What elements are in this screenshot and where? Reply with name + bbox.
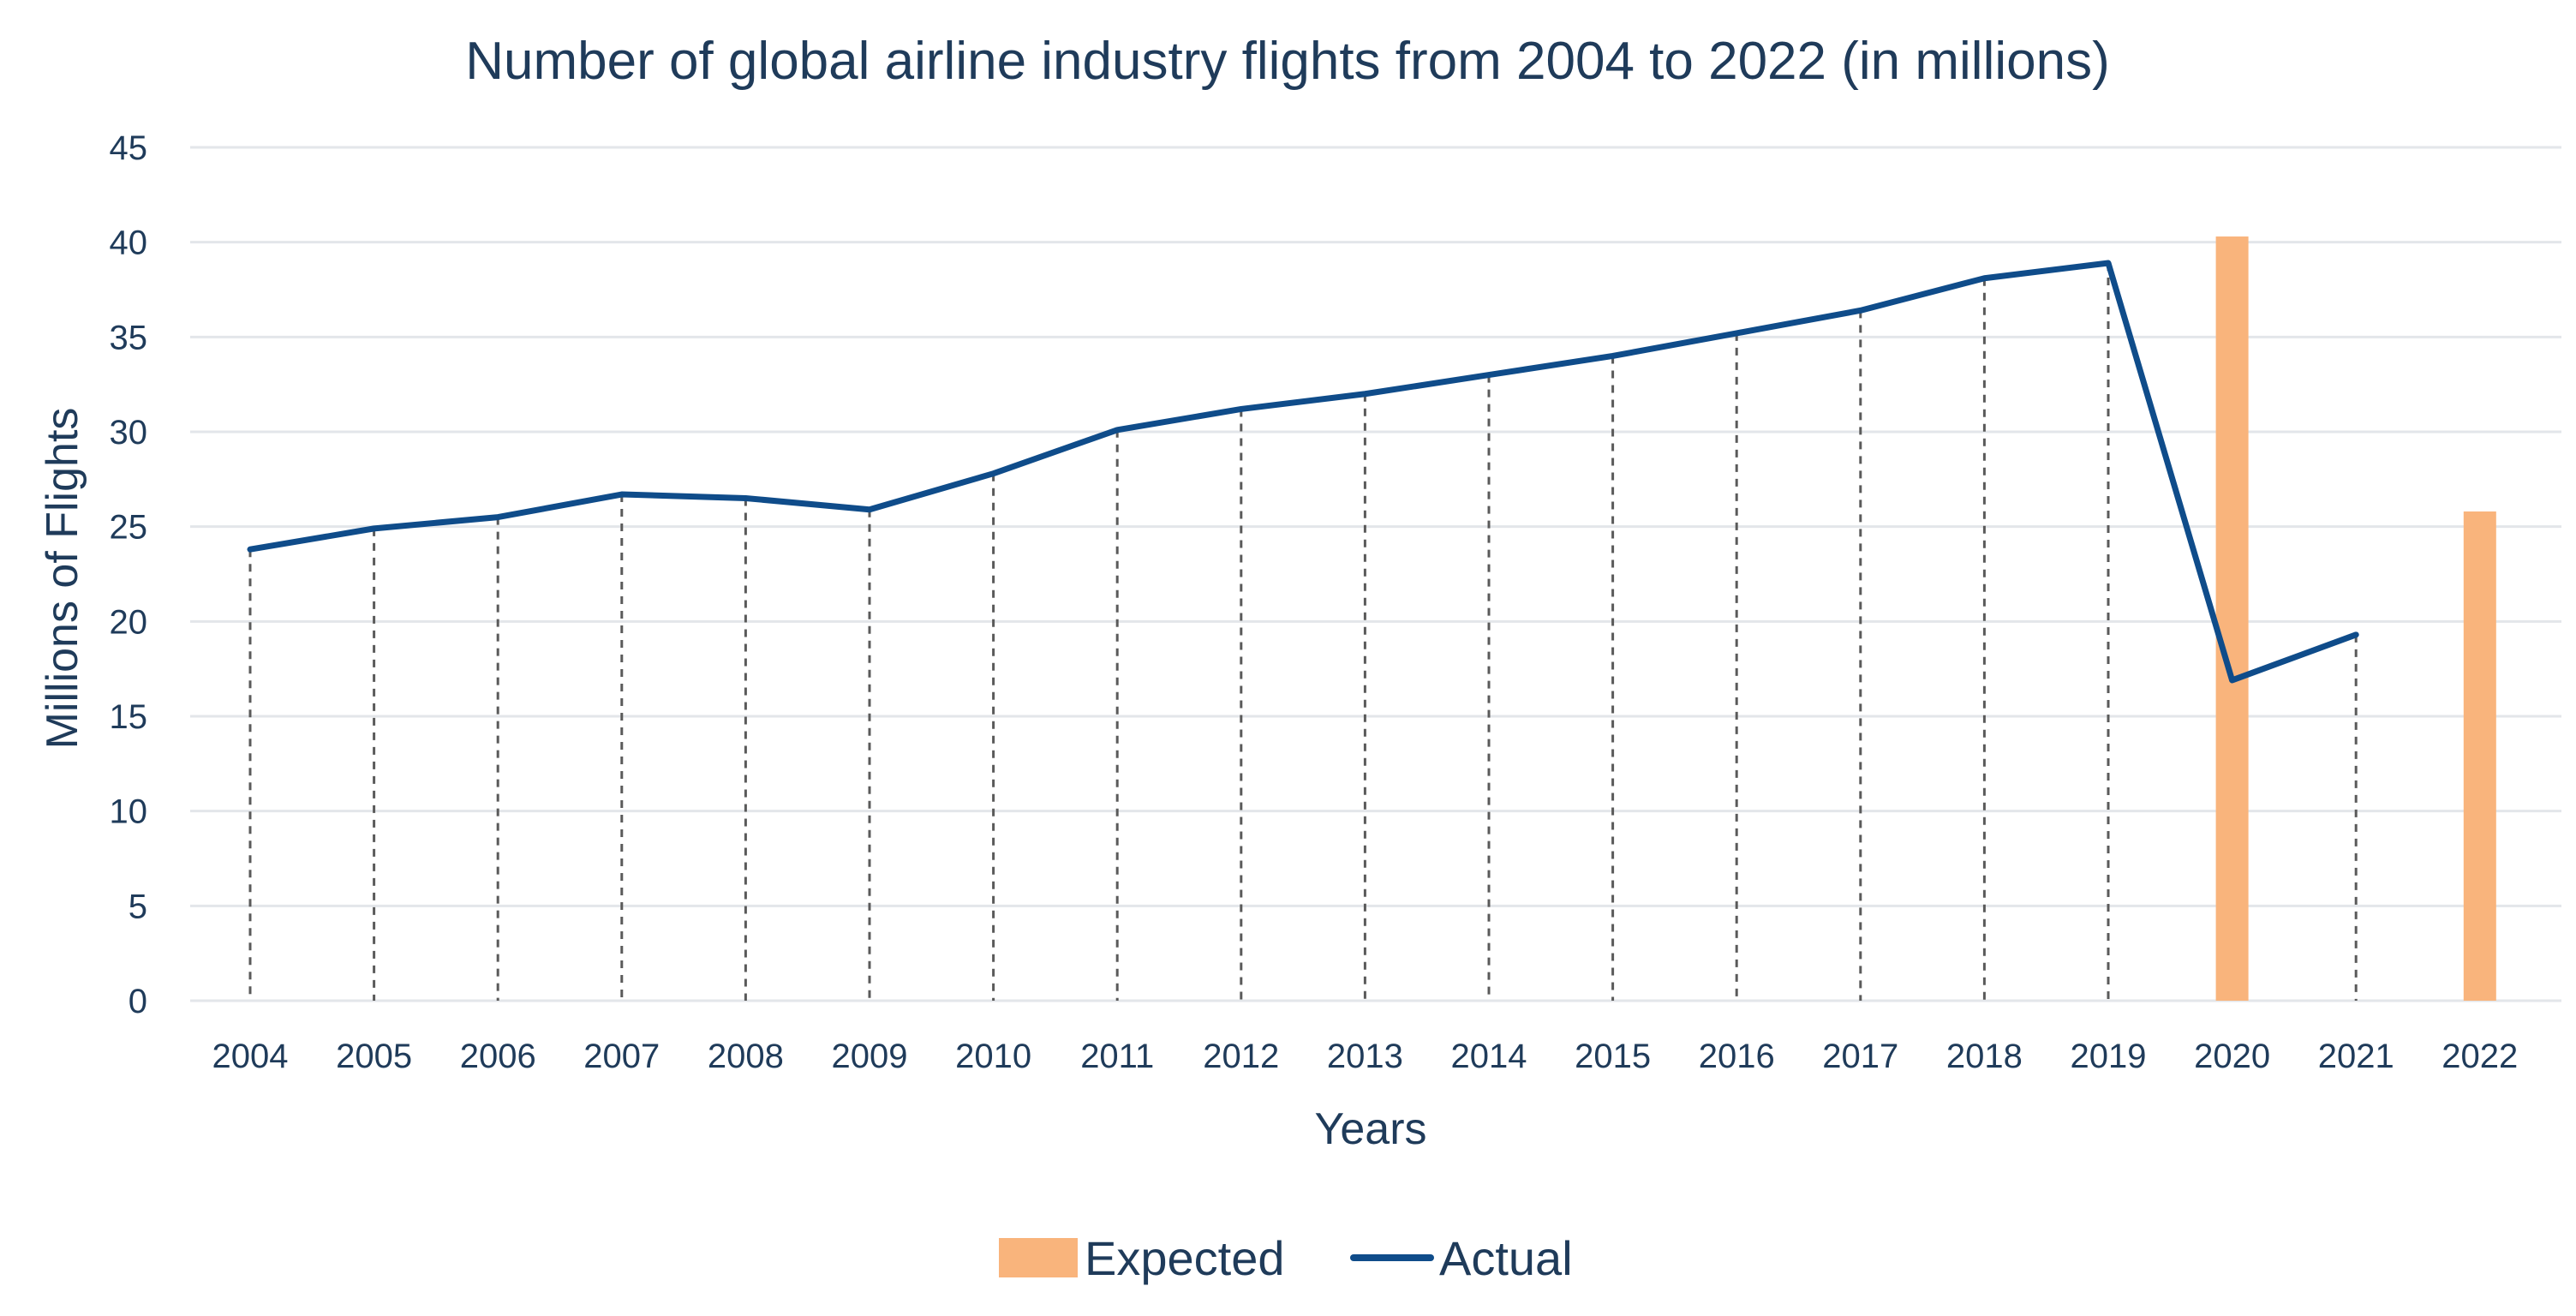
y-tick-label: 25	[110, 509, 148, 547]
x-tick-label: 2019	[2071, 1038, 2147, 1075]
x-tick-label: 2012	[1203, 1038, 1279, 1075]
x-tick-labels: 2004 2005 2006 2007 2008 2009 2010 2011 2012 2013…	[212, 1038, 2519, 1075]
x-tick-label: 2018	[1946, 1038, 2023, 1075]
actual-line	[250, 263, 2356, 680]
y-tick-label: 20	[110, 603, 148, 641]
x-tick-label: 2010	[955, 1038, 1031, 1075]
x-tick-label: 2013	[1327, 1038, 1403, 1075]
x-tick-label: 2014	[1451, 1038, 1527, 1075]
x-tick-label: 2016	[1699, 1038, 1775, 1075]
x-axis-title: Years	[1314, 1104, 1426, 1154]
legend-actual-label: Actual	[1439, 1231, 1573, 1285]
expected-bar-2022	[2464, 511, 2496, 1001]
y-tick-label: 45	[110, 129, 148, 167]
legend: Expected Actual	[999, 1231, 1573, 1285]
y-tick-label: 10	[110, 793, 148, 831]
x-tick-label: 2017	[1822, 1038, 1898, 1075]
x-tick-label: 2015	[1575, 1038, 1651, 1075]
y-tick-label: 15	[110, 698, 148, 736]
legend-expected-label: Expected	[1085, 1231, 1285, 1285]
y-tick-label: 0	[129, 983, 147, 1020]
y-tick-label: 35	[110, 319, 148, 356]
chart-title: Number of global airline industry flight…	[465, 32, 2109, 91]
x-tick-label: 2007	[583, 1038, 660, 1075]
y-tick-label: 5	[129, 888, 147, 925]
x-tick-label: 2008	[708, 1038, 784, 1075]
x-tick-label: 2009	[832, 1038, 908, 1075]
x-tick-label: 2022	[2442, 1038, 2518, 1075]
legend-expected-swatch	[999, 1238, 1078, 1277]
x-tick-label: 2011	[1080, 1038, 1154, 1075]
x-tick-label: 2005	[336, 1038, 412, 1075]
y-tick-label: 30	[110, 414, 148, 452]
expected-bar-2020	[2216, 236, 2249, 1001]
y-tick-labels: 0 5 10 15 20 25 30 35 40 45	[110, 129, 148, 1020]
grid-lines	[190, 147, 2561, 1001]
x-tick-label: 2006	[460, 1038, 536, 1075]
actual-line-group	[250, 263, 2356, 680]
y-axis-title: Millions of Flights	[38, 408, 87, 750]
drop-lines	[250, 263, 2356, 1001]
x-tick-label: 2004	[212, 1038, 289, 1075]
x-tick-label: 2021	[2318, 1038, 2394, 1075]
y-tick-label: 40	[110, 224, 148, 262]
x-tick-label: 2020	[2194, 1038, 2270, 1075]
